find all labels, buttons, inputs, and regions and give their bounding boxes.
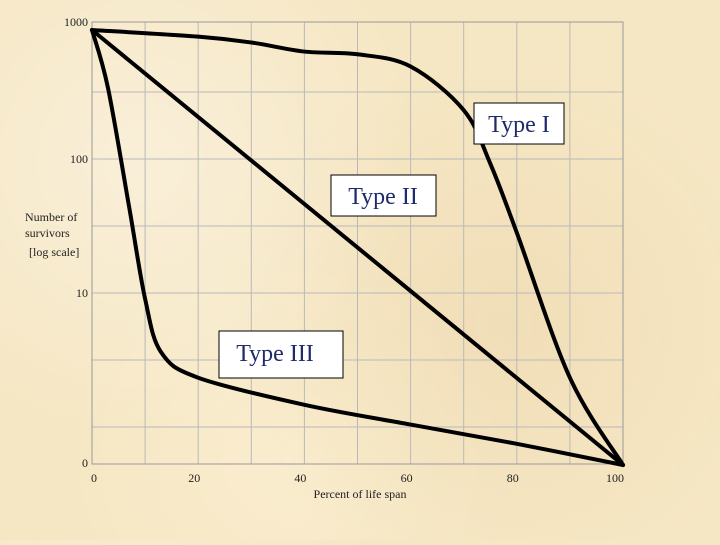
type-ii-label-text: Type II bbox=[348, 184, 418, 210]
y-axis-label-line2: survivors bbox=[25, 226, 70, 240]
type-i-curve bbox=[90, 28, 625, 467]
y-tick-label: 100 bbox=[70, 152, 88, 166]
x-tick-label: 0 bbox=[91, 471, 97, 485]
x-axis-label: Percent of life span bbox=[314, 487, 407, 501]
type-iii-curve bbox=[90, 28, 625, 467]
x-tick-label: 80 bbox=[507, 471, 519, 485]
type-i-label: Type I bbox=[473, 102, 565, 145]
plot-frame bbox=[91, 21, 624, 465]
grid bbox=[92, 21, 623, 464]
type-ii-label-box bbox=[330, 174, 437, 217]
x-tick-label: 20 bbox=[188, 471, 200, 485]
type-ii-curve bbox=[90, 28, 625, 467]
y-axis-label-line1: Number of bbox=[25, 210, 77, 224]
type-i-label-text: Type I bbox=[488, 112, 550, 138]
type-i-label-box bbox=[473, 102, 565, 145]
type-ii-label: Type II bbox=[330, 174, 437, 217]
y-tick-label: 1000 bbox=[64, 15, 88, 29]
y-tick-label: 10 bbox=[76, 286, 88, 300]
type-iii-label-text: Type III bbox=[236, 341, 314, 367]
y-tick-label: 0 bbox=[82, 456, 88, 470]
x-tick-label: 60 bbox=[401, 471, 413, 485]
curves bbox=[90, 28, 625, 467]
x-tick-label: 40 bbox=[294, 471, 306, 485]
type-iii-label-box bbox=[218, 330, 344, 379]
x-tick-label: 100 bbox=[606, 471, 624, 485]
y-axis-label-line3: [log scale] bbox=[29, 245, 79, 259]
type-iii-label: Type III bbox=[218, 330, 344, 379]
